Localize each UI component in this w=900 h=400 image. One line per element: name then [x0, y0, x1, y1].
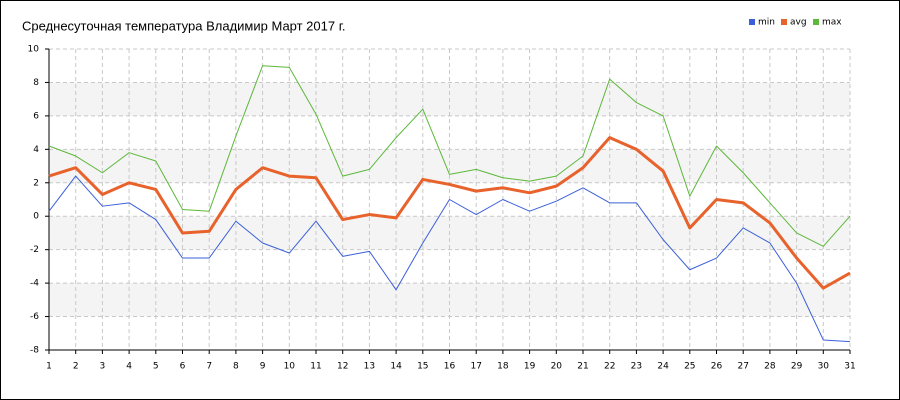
legend-label: avg [790, 18, 807, 28]
legend-swatch [781, 19, 787, 25]
x-tick-label: 9 [260, 362, 266, 372]
x-tick-label: 28 [764, 362, 776, 372]
x-tick-label: 15 [417, 362, 428, 372]
x-tick-label: 17 [470, 362, 481, 372]
x-tick-label: 4 [126, 362, 132, 372]
y-tick-label: -2 [30, 245, 39, 255]
line [48, 175, 851, 343]
x-tick-label: 19 [524, 362, 536, 372]
x-tick-label: 10 [284, 362, 296, 372]
x-tick-label: 27 [737, 362, 748, 372]
x-tick-label: 11 [310, 362, 321, 372]
y-tick-label: 4 [33, 145, 39, 155]
legend-swatch [749, 19, 755, 25]
x-tick-label: 21 [577, 362, 588, 372]
x-tick-label: 13 [364, 362, 375, 372]
x-tick-label: 8 [233, 362, 239, 372]
x-tick-label: 30 [818, 362, 830, 372]
x-tick-label: 25 [684, 362, 695, 372]
x-tick-label: 22 [604, 362, 615, 372]
x-tick-label: 29 [791, 362, 803, 372]
legend-swatch [813, 19, 819, 25]
y-tick-label: 8 [33, 78, 39, 88]
chart-title: Среднесуточная температура Владимир Март… [22, 18, 345, 33]
line [48, 136, 851, 290]
x-tick-label: 6 [180, 362, 186, 372]
y-tick-label: -6 [30, 312, 39, 322]
line [48, 65, 851, 247]
legend-label: max [822, 18, 842, 28]
x-tick-label: 3 [100, 362, 106, 372]
x-tick-label: 14 [390, 362, 402, 372]
y-tick-label: 10 [28, 45, 40, 55]
x-tick-label: 26 [711, 362, 723, 372]
x-tick-label: 23 [631, 362, 642, 372]
x-tick-label: 1 [46, 362, 52, 372]
x-tick-label: 5 [153, 362, 159, 372]
x-tick-label: 7 [206, 362, 212, 372]
y-tick-label: -4 [30, 279, 39, 289]
x-tick-label: 31 [844, 362, 855, 372]
y-tick-label: 2 [33, 178, 39, 188]
y-tick-label: 0 [33, 212, 39, 222]
y-tick-label: -8 [30, 346, 39, 356]
x-tick-label: 18 [497, 362, 509, 372]
x-tick-label: 16 [444, 362, 456, 372]
y-tick-label: 6 [33, 111, 39, 121]
x-tick-label: 20 [551, 362, 563, 372]
x-tick-label: 12 [337, 362, 348, 372]
legend-label: min [758, 18, 775, 28]
x-tick-label: 2 [73, 362, 79, 372]
x-tick-label: 24 [657, 362, 669, 372]
